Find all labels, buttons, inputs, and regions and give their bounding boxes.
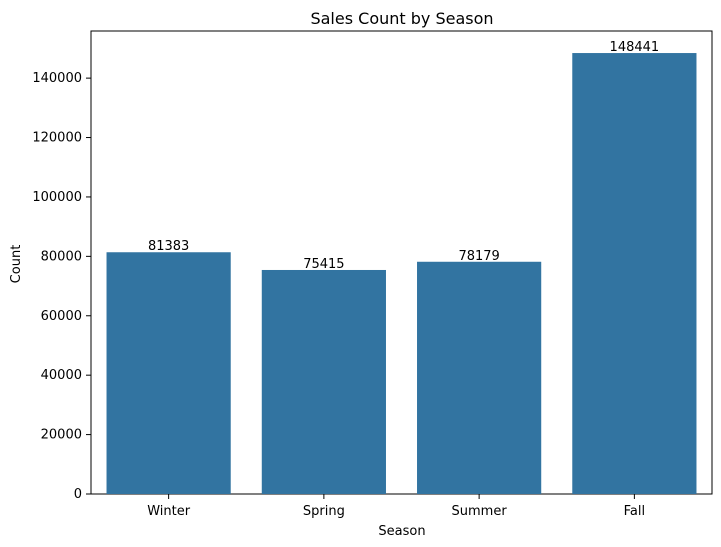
y-tick-label: 60000 bbox=[41, 309, 82, 324]
bar-winter bbox=[106, 252, 231, 494]
data-label-fall: 148441 bbox=[610, 40, 660, 55]
x-tick-label-summer: Summer bbox=[452, 504, 508, 519]
x-tick-label-fall: Fall bbox=[624, 504, 645, 519]
y-tick-label: 0 bbox=[74, 487, 82, 502]
x-axis-label: Season bbox=[378, 524, 425, 539]
chart-title: Sales Count by Season bbox=[310, 9, 493, 28]
data-label-spring: 75415 bbox=[303, 257, 344, 272]
data-label-summer: 78179 bbox=[458, 249, 499, 264]
data-label-winter: 81383 bbox=[148, 239, 189, 254]
x-tick-label-spring: Spring bbox=[303, 504, 345, 519]
bar-spring bbox=[261, 269, 386, 494]
y-tick-label: 100000 bbox=[32, 190, 82, 205]
bar-fall bbox=[572, 53, 697, 494]
y-tick-label: 20000 bbox=[41, 428, 82, 443]
x-tick-label-winter: Winter bbox=[147, 504, 191, 519]
y-tick-label: 40000 bbox=[41, 368, 82, 383]
bar-summer bbox=[417, 261, 542, 494]
y-axis-label: Count bbox=[9, 245, 24, 284]
y-tick-label: 80000 bbox=[41, 249, 82, 264]
plot-area: 0 20000 40000 60000 80000 100000 120000 140000 W… bbox=[32, 30, 713, 519]
y-tick-label: 140000 bbox=[32, 71, 82, 86]
plot-frame bbox=[90, 30, 713, 495]
y-tick-label: 120000 bbox=[32, 131, 82, 146]
